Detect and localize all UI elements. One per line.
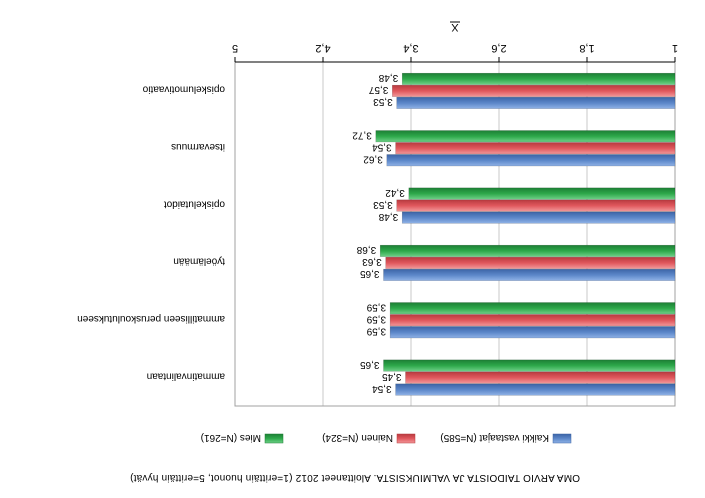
value-label-mies: 3,48 [378, 72, 398, 83]
x-tick-label: 4,2 [315, 42, 330, 54]
value-label-kaikki: 3,48 [378, 211, 398, 222]
chart-title: OMA ARVIO TAIDOISTA JA VALMIUKSISTA. Alo… [130, 472, 580, 483]
bar-nainen [385, 256, 676, 269]
category-label: opiskelutaidot [164, 198, 225, 209]
value-labels: 3,543,453,653,593,593,593,653,633,683,48… [352, 72, 405, 394]
x-tick-label: 1 [672, 42, 678, 54]
value-label-nainen: 3,45 [382, 371, 402, 382]
value-label-nainen: 3,59 [366, 314, 386, 325]
category-label: työelämään [173, 256, 225, 267]
bar-mies [408, 187, 676, 200]
bar-mies [375, 130, 676, 143]
plot-frame [234, 61, 676, 407]
value-label-nainen: 3,53 [373, 199, 393, 210]
bar-mies [383, 359, 676, 372]
x-tick-label: 5 [232, 42, 238, 54]
value-label-nainen: 3,57 [368, 84, 388, 95]
gridlines [322, 62, 588, 406]
bar-kaikki [383, 268, 676, 281]
bar-mies [401, 72, 676, 85]
legend-swatch-mies [264, 433, 284, 444]
x-tick-label: 1,8 [579, 42, 594, 54]
value-label-nainen: 3,63 [362, 256, 382, 267]
value-label-mies: 3,68 [356, 244, 376, 255]
bar-kaikki [395, 383, 676, 396]
value-label-mies: 3,59 [366, 302, 386, 313]
bar-nainen [396, 199, 676, 212]
value-label-kaikki: 3,54 [372, 383, 392, 394]
bar-kaikki [386, 154, 676, 167]
legend-label-mies: Mies (N=261) [201, 432, 261, 443]
value-label-kaikki: 3,62 [363, 154, 383, 165]
bar-nainen [405, 371, 676, 384]
x-tick-label: 2,6 [491, 42, 506, 54]
category-labels: ammatinvalintaan ammatilliseen peruskoulu… [77, 84, 225, 382]
bar-nainen [392, 84, 676, 97]
bar-kaikki [389, 326, 676, 339]
legend-swatch-nainen [396, 433, 416, 444]
legend-label-nainen: Nainen (N=324) [322, 432, 393, 443]
value-label-kaikki: 3,53 [373, 96, 393, 107]
legend: Kaikki vastaajat (N=585) Nainen (N=324) … [201, 432, 572, 444]
value-label-mies: 3,65 [360, 359, 380, 370]
bar-mies [389, 302, 676, 315]
category-label: opiskelumotivaatio [142, 84, 225, 95]
value-label-nainen: 3,54 [372, 142, 392, 153]
category-label: itsevarmuus [171, 141, 225, 152]
bars [375, 72, 676, 396]
bar-kaikki [396, 96, 676, 109]
bar-mies [379, 244, 676, 257]
bar-nainen [389, 314, 676, 327]
bar-nainen [395, 142, 676, 155]
value-label-kaikki: 3,65 [360, 268, 380, 279]
value-label-mies: 3,42 [385, 187, 405, 198]
bar-kaikki [401, 211, 676, 224]
x-tick-label: 3,4 [403, 42, 418, 54]
x-axis-ticks: 1 1,8 2,6 3,4 4,2 5 [232, 42, 678, 62]
category-label: ammatinvalintaan [147, 370, 225, 381]
legend-label-kaikki: Kaikki vastaajat (N=585) [440, 432, 549, 443]
legend-swatch-kaikki [552, 433, 572, 444]
category-label: ammatilliseen peruskoulutukseen [77, 313, 225, 324]
value-label-mies: 3,72 [352, 130, 372, 141]
x-axis-title: X [451, 21, 459, 33]
value-label-kaikki: 3,59 [366, 326, 386, 337]
